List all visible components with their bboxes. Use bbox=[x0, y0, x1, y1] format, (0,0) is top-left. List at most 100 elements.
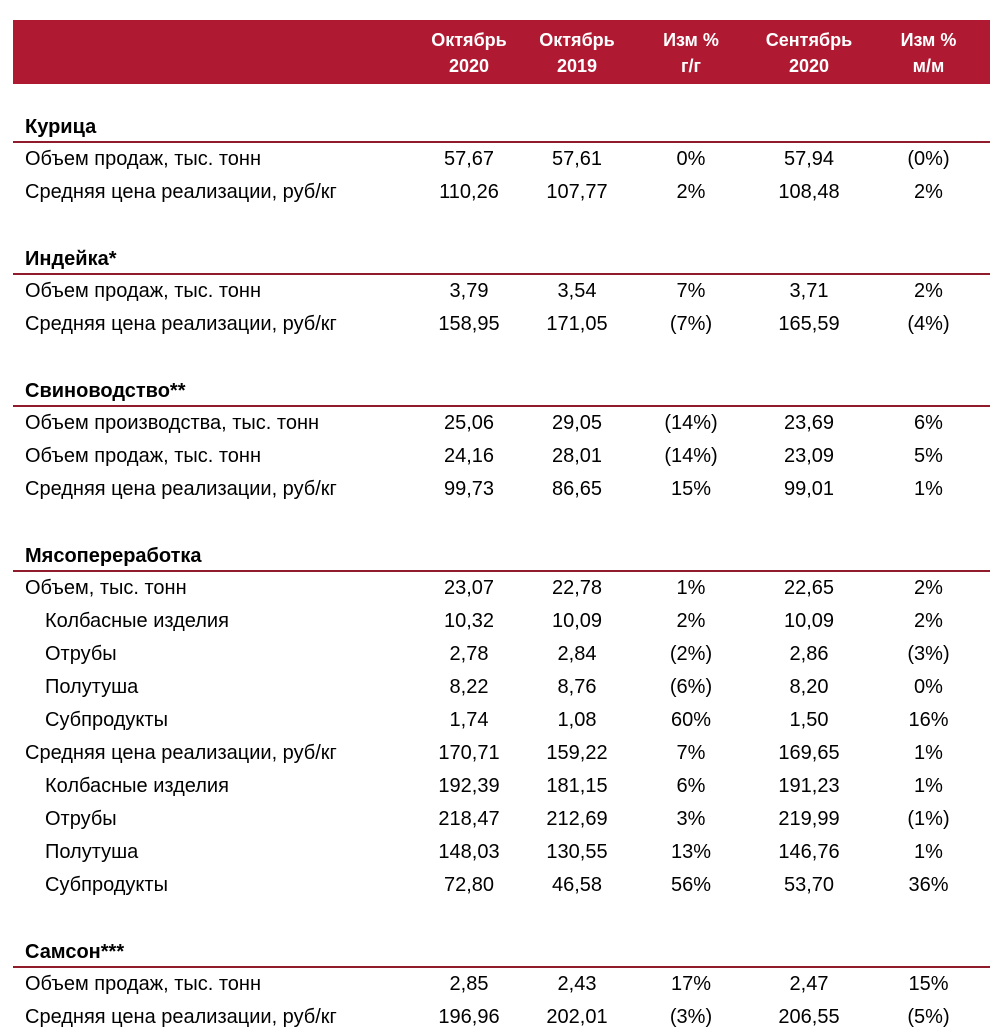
row-value: 1,74 bbox=[449, 709, 489, 731]
table-row: Объем продаж, тыс. тонн 2,85 2,43 17% 2,47 15… bbox=[13, 968, 990, 1001]
row-value: 2% bbox=[676, 610, 706, 632]
row-value: 196,96 bbox=[438, 1006, 500, 1028]
row-value: (7%) bbox=[669, 313, 713, 335]
row-label: Колбасные изделия bbox=[45, 610, 229, 632]
table-row: Средняя цена реализации, руб/кг 110,26 107… bbox=[13, 176, 990, 209]
column-header: Изм % г/г bbox=[631, 20, 751, 84]
table-row: Полутуша 148,03 130,55 13% 146,76 1% bbox=[13, 836, 990, 869]
row-value: 6% bbox=[914, 412, 943, 434]
row-value: 23,69 bbox=[783, 412, 835, 434]
section-title: Индейка* bbox=[25, 248, 117, 270]
row-label: Колбасные изделия bbox=[45, 775, 229, 797]
column-header-line1: Октябрь bbox=[539, 30, 615, 50]
row-value: 2,84 bbox=[557, 643, 597, 665]
table-row: Средняя цена реализации, руб/кг 158,95 171… bbox=[13, 308, 990, 341]
row-value: 99,73 bbox=[443, 478, 495, 500]
row-label: Отрубы bbox=[45, 808, 117, 830]
table-body: Курица Объем продаж, тыс. тонн 57,67 57,61 0… bbox=[13, 114, 990, 1033]
row-value: 23,09 bbox=[783, 445, 835, 467]
table-row: Средняя цена реализации, руб/кг 99,73 86,6… bbox=[13, 473, 990, 506]
row-value: (5%) bbox=[907, 1006, 950, 1028]
row-value: 171,05 bbox=[546, 313, 608, 335]
row-value: 169,65 bbox=[778, 742, 840, 764]
row-value: 1% bbox=[914, 775, 943, 797]
row-value: 181,15 bbox=[546, 775, 608, 797]
row-value: 15% bbox=[908, 973, 949, 995]
column-header-line2: 2020 bbox=[448, 56, 490, 76]
row-value: 0% bbox=[676, 148, 706, 170]
section-title: Мясопереработка bbox=[25, 545, 202, 567]
row-value: 5% bbox=[914, 445, 943, 467]
row-value: 3% bbox=[676, 808, 706, 830]
row-value: 212,69 bbox=[546, 808, 608, 830]
row-value: 86,65 bbox=[551, 478, 603, 500]
row-value: 148,03 bbox=[438, 841, 500, 863]
row-value: 10,32 bbox=[443, 610, 495, 632]
row-value: 159,22 bbox=[546, 742, 608, 764]
row-value: 57,67 bbox=[443, 148, 495, 170]
table-row: Объем, тыс. тонн 23,07 22,78 1% 22,65 2% bbox=[13, 572, 990, 605]
table-row: Объем продаж, тыс. тонн 57,67 57,61 0% 57,94… bbox=[13, 143, 990, 176]
row-label: Средняя цена реализации, руб/кг bbox=[25, 1006, 337, 1028]
header-label-spacer bbox=[13, 20, 415, 84]
row-label: Объем, тыс. тонн bbox=[25, 577, 187, 599]
row-value: 1,08 bbox=[557, 709, 597, 731]
row-value: 3,79 bbox=[449, 280, 489, 302]
row-value: 130,55 bbox=[546, 841, 608, 863]
row-value: 22,78 bbox=[551, 577, 603, 599]
row-value: (2%) bbox=[669, 643, 713, 665]
table-row: Объем продаж, тыс. тонн 24,16 28,01 (14%) 23… bbox=[13, 440, 990, 473]
column-header-line1: Изм % bbox=[900, 30, 957, 50]
row-value: 107,77 bbox=[546, 181, 608, 203]
column-header-line2: 2019 bbox=[556, 56, 598, 76]
row-value: (4%) bbox=[907, 313, 950, 335]
row-value: 1,50 bbox=[789, 709, 829, 731]
row-value: 6% bbox=[676, 775, 706, 797]
section-divider bbox=[13, 570, 990, 572]
column-header: Сентябрь 2020 bbox=[751, 20, 867, 84]
row-value: (14%) bbox=[664, 412, 718, 434]
row-value: 25,06 bbox=[443, 412, 495, 434]
row-value: 218,47 bbox=[438, 808, 500, 830]
section-divider bbox=[13, 273, 990, 275]
row-value: 8,22 bbox=[449, 676, 489, 698]
row-value: 2,85 bbox=[449, 973, 489, 995]
row-label: Субпродукты bbox=[45, 709, 168, 731]
table-row: Объем продаж, тыс. тонн 3,79 3,54 7% 3,71 2% bbox=[13, 275, 990, 308]
row-value: 2,78 bbox=[449, 643, 489, 665]
row-value: 3,54 bbox=[557, 280, 597, 302]
row-value: 108,48 bbox=[778, 181, 840, 203]
row-value: 2% bbox=[914, 181, 943, 203]
row-label: Объем продаж, тыс. тонн bbox=[25, 445, 261, 467]
row-label: Объем продаж, тыс. тонн bbox=[25, 148, 261, 170]
table-row: Средняя цена реализации, руб/кг 196,96 202… bbox=[13, 1001, 990, 1033]
row-value: 36% bbox=[908, 874, 949, 896]
row-value: 1% bbox=[914, 478, 943, 500]
row-value: 165,59 bbox=[778, 313, 840, 335]
row-label: Отрубы bbox=[45, 643, 117, 665]
row-value: 57,61 bbox=[551, 148, 603, 170]
row-label: Средняя цена реализации, руб/кг bbox=[25, 313, 337, 335]
row-label: Средняя цена реализации, руб/кг bbox=[25, 742, 337, 764]
column-header: Октябрь 2019 bbox=[523, 20, 631, 84]
table-row: Колбасные изделия 10,32 10,09 2% 10,09 2% bbox=[13, 605, 990, 638]
row-value: 7% bbox=[676, 742, 706, 764]
row-value: 29,05 bbox=[551, 412, 603, 434]
column-header-line1: Октябрь bbox=[431, 30, 507, 50]
row-label: Субпродукты bbox=[45, 874, 168, 896]
row-value: 16% bbox=[908, 709, 949, 731]
row-value: 2% bbox=[914, 577, 943, 599]
column-header-line1: Сентябрь bbox=[765, 30, 853, 50]
row-value: 2,43 bbox=[557, 973, 597, 995]
row-value: (3%) bbox=[907, 643, 950, 665]
row-value: 170,71 bbox=[438, 742, 500, 764]
table-row: Отрубы 218,47 212,69 3% 219,99 (1%) bbox=[13, 803, 990, 836]
section-divider bbox=[13, 141, 990, 143]
row-value: 56% bbox=[670, 874, 712, 896]
table-row: Отрубы 2,78 2,84 (2%) 2,86 (3%) bbox=[13, 638, 990, 671]
row-value: 0% bbox=[914, 676, 943, 698]
column-header-line2: 2020 bbox=[788, 56, 830, 76]
row-value: 46,58 bbox=[551, 874, 603, 896]
column-header: Изм % м/м bbox=[867, 20, 990, 84]
